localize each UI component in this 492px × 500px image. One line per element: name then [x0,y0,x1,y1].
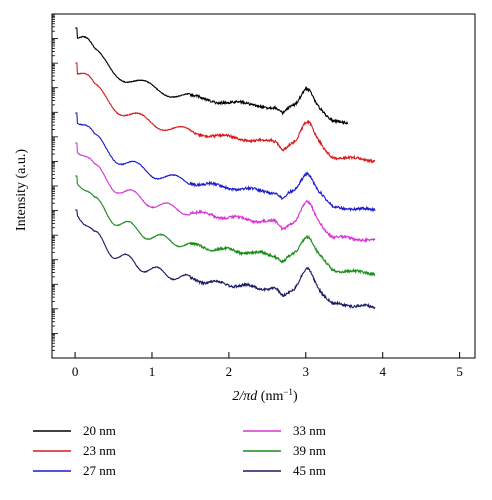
x-axis-title: 2/πd (nm−1) [232,387,298,404]
plot-frame [51,13,476,359]
series-layer [75,27,376,310]
x-tick-label: 3 [303,364,310,379]
legend-label: 27 nm [83,463,116,478]
series-line-39nm [75,175,376,277]
legend-label: 39 nm [293,443,326,458]
x-axis-title-unit-suffix: ) [293,389,298,404]
x-tick-label: 5 [456,364,463,379]
x-tick-label: 2 [226,364,233,379]
series-line-45nm [75,209,376,310]
legend-label: 20 nm [83,423,116,438]
y-axis-ticks [52,14,58,359]
x-axis-ticks: 0 1 2 3 4 5 [72,352,463,379]
x-tick-label: 1 [149,364,156,379]
series-line-27nm [75,112,376,213]
x-axis-title-unit-prefix: (nm [257,389,283,404]
x-axis-title-unit-exponent: −1 [283,387,293,397]
series-line-20nm [75,27,349,126]
plot-border [51,13,476,359]
x-axis-title-main: 2/πd [232,389,258,404]
series-line-23nm [75,62,376,164]
x-tick-label: 4 [379,364,386,379]
x-tick-label: 0 [72,364,79,379]
legend-label: 23 nm [83,443,116,458]
y-axis-title: Intensity (a.u.) [14,149,29,231]
legend-label: 45 nm [293,463,326,478]
legend: 20 nm 23 nm 27 nm 33 nm 39 nm 45 nm [33,423,326,478]
legend-label: 33 nm [293,423,326,438]
series-line-33nm [75,142,376,243]
